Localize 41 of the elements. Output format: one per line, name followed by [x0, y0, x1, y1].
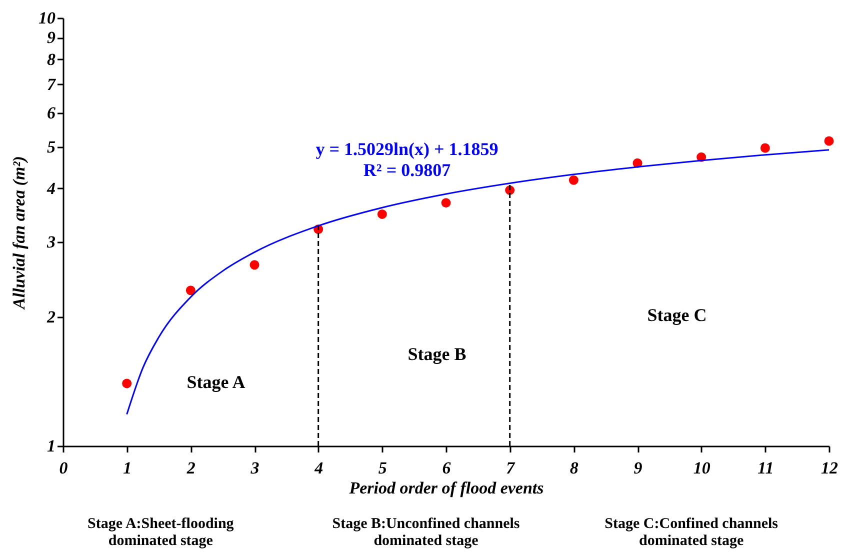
y-tick-label: 2	[46, 308, 56, 327]
y-tick-label: 1	[47, 436, 56, 456]
point	[760, 143, 770, 153]
annotation: Stage A	[186, 372, 246, 392]
text: Stage C:Confined channels dominated stage	[604, 516, 778, 549]
point	[186, 286, 196, 296]
text: Stage B:Unconfined channels dominated stage	[332, 516, 520, 549]
y-tick-label: 10	[38, 8, 56, 28]
x-axis-title: Period order of flood events	[348, 478, 544, 498]
x-tick-label: 12	[821, 458, 838, 478]
point	[824, 136, 834, 146]
y-tick-label: 6	[47, 103, 56, 122]
y-tick-label: 7	[47, 74, 57, 94]
x-tick-label: 6	[442, 458, 452, 478]
y-tick-label: 9	[47, 28, 56, 48]
x-tick-label: 3	[250, 458, 260, 478]
y-axis-title: Alluvial fan area (m²)	[10, 156, 28, 310]
y-tick-label: 4	[46, 178, 56, 198]
point	[250, 260, 260, 270]
annotation: Stage B	[408, 344, 466, 364]
x-tick-label: 9	[634, 458, 643, 478]
x-tick-label: 10	[693, 458, 711, 478]
text: Stage A:Sheet-flooding dominated stage	[88, 516, 234, 549]
x-tick-label: 2	[186, 458, 196, 478]
x-tick-label: 5	[378, 458, 388, 478]
point	[441, 198, 451, 208]
x-tick-label: 0	[59, 458, 68, 478]
x-tick-label: 11	[758, 458, 774, 478]
y-tick-label: 3	[46, 232, 56, 252]
point	[377, 209, 387, 219]
annotation: y = 1.5029ln(x) + 1.1859	[316, 139, 498, 159]
y-tick-label: 5	[47, 137, 56, 156]
y-tick-label: 8	[47, 50, 56, 69]
point	[568, 175, 578, 185]
x-tick-label: 4	[314, 458, 324, 478]
annotation: R² = 0.9807	[363, 160, 451, 180]
x-tick-label: 1	[123, 458, 132, 478]
annotation: Stage C	[647, 305, 707, 325]
point	[122, 378, 132, 388]
x-tick-label: 8	[570, 458, 579, 478]
x-tick-label: 7	[506, 458, 516, 478]
